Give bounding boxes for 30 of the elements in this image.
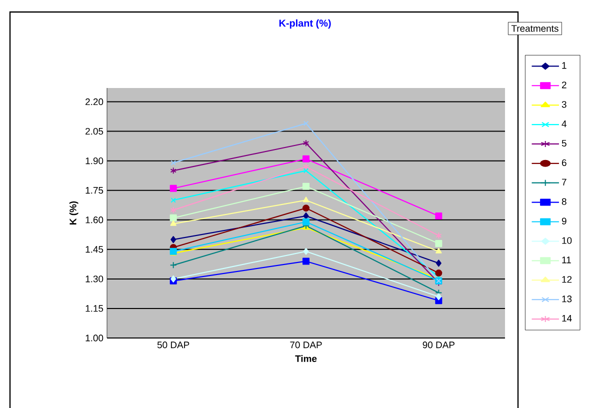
y-tick-label: 1.45 [86, 246, 104, 253]
legend-label: 13 [562, 296, 572, 302]
x-tick-label: 70 DAP [290, 342, 322, 348]
legend-label: 4 [562, 120, 566, 128]
legend-label: 6 [562, 159, 566, 166]
y-tick-label: 1.60 [86, 216, 104, 224]
y-tick-label: 2.20 [86, 98, 104, 106]
chart-title: K-plant (%) [279, 19, 331, 29]
legend-label: 8 [562, 198, 566, 205]
x-tick-label: 90 DAP [422, 342, 454, 348]
legend-label: 7 [562, 178, 566, 186]
y-tick-label: 1.30 [86, 276, 104, 282]
legend-label: 10 [562, 237, 572, 244]
x-tick-label: 50 DAP [157, 342, 190, 348]
y-axis-title: K (%) [69, 201, 78, 224]
legend-label: 5 [562, 140, 566, 147]
legend-title: Treatments [511, 25, 558, 32]
legend-label: 9 [562, 218, 566, 224]
legend-label: 14 [562, 315, 572, 322]
y-tick-label: 1.00 [86, 334, 104, 342]
legend-label: 11 [562, 256, 571, 264]
y-tick-label: 1.90 [86, 157, 104, 164]
legend-label: 1 [562, 62, 566, 69]
legend-label: 2 [562, 82, 566, 88]
legend-label: 3 [562, 101, 566, 108]
legend-label: 12 [562, 276, 572, 283]
y-tick-label: 2.05 [86, 128, 104, 135]
y-tick-label: 1.15 [86, 305, 104, 312]
y-tick-label: 1.75 [86, 187, 104, 194]
x-axis-title: Time [295, 355, 317, 362]
